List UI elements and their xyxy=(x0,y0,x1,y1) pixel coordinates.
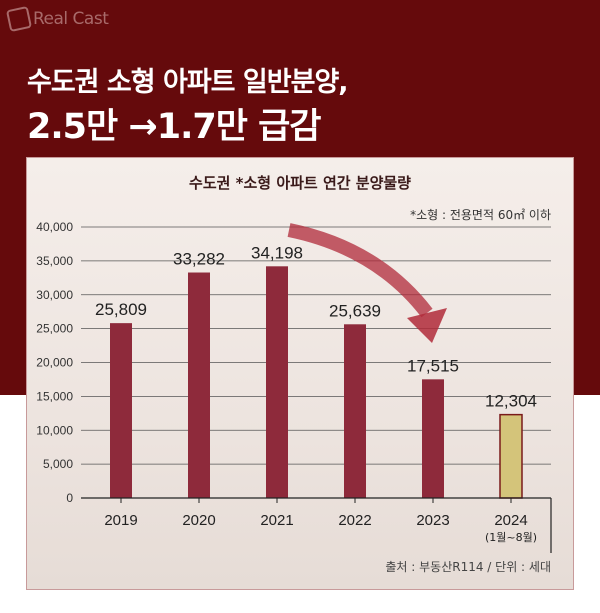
y-tick-label: 5,000 xyxy=(43,457,73,471)
x-tick-label: 2020 xyxy=(182,512,215,529)
chart-note: *소형 : 전용면적 60㎡ 이하 xyxy=(410,208,551,222)
y-tick-label: 20,000 xyxy=(36,356,73,370)
brand-logo: Real Cast xyxy=(5,5,109,33)
data-label: 17,515 xyxy=(407,356,459,375)
chart-source: 출처 : 부동산R114 / 단위 : 세대 xyxy=(385,560,551,574)
x-tick-label: 2019 xyxy=(104,512,137,529)
bar-2022 xyxy=(344,324,366,498)
bar-2023 xyxy=(422,379,444,498)
data-label: 25,639 xyxy=(329,301,381,320)
y-tick-label: 35,000 xyxy=(36,254,73,268)
brand-name: Real Cast xyxy=(33,9,109,29)
chart-panel: 수도권 *소형 아파트 연간 분양물량 *소형 : 전용면적 60㎡ 이하 출처… xyxy=(26,157,574,590)
chart-title: 수도권 *소형 아파트 연간 분양물량 xyxy=(189,174,411,192)
trend-arrow-shaft xyxy=(287,223,433,318)
bar-2021 xyxy=(266,266,288,498)
y-tick-label: 15,000 xyxy=(36,389,73,403)
headline-line1: 수도권 소형 아파트 일반분양, xyxy=(27,67,349,98)
x-tick-label: 2024 xyxy=(494,512,527,529)
data-label: 34,198 xyxy=(251,243,303,262)
data-label: 33,282 xyxy=(173,250,225,269)
bar-2020 xyxy=(188,272,210,498)
headline-line2: 2.5만 →1.7만 급감 xyxy=(27,107,322,147)
y-tick-label: 30,000 xyxy=(36,288,73,302)
x-tick-label: 2022 xyxy=(338,512,371,529)
y-tick-label: 25,000 xyxy=(36,322,73,336)
x-tick-label: 2023 xyxy=(416,512,449,529)
data-label: 25,809 xyxy=(95,300,147,319)
x-tick-label: 2021 xyxy=(260,512,293,529)
trend-arrow-head xyxy=(407,308,447,343)
logo-icon xyxy=(5,5,33,33)
bar-2019 xyxy=(110,323,132,498)
bar-2024 xyxy=(499,413,523,499)
y-tick-label: 10,000 xyxy=(36,423,73,437)
y-tick-label: 40,000 xyxy=(36,220,73,234)
x-tick-sublabel: (1월~8월) xyxy=(485,531,537,544)
data-label: 12,304 xyxy=(485,392,537,411)
bar-chart: 0 5,000 10,000 15,000 20,000 25,000 30,000 35,0… xyxy=(36,220,552,553)
y-tick-label: 0 xyxy=(66,491,73,505)
